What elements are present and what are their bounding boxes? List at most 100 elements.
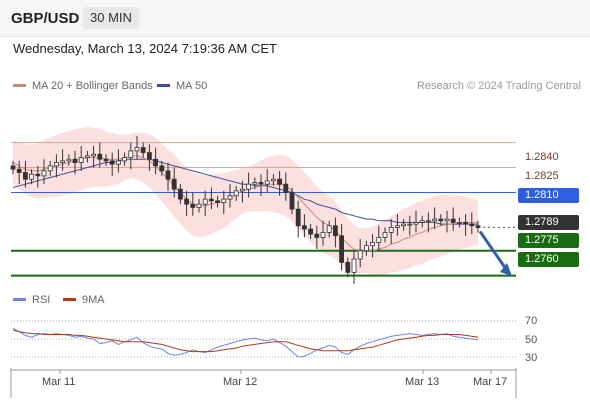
candle-body — [91, 153, 96, 157]
candle-body — [122, 157, 127, 162]
candle-body — [208, 198, 214, 202]
rsi-line — [12, 327, 479, 358]
candle-body — [153, 158, 159, 167]
candle-body — [320, 232, 326, 238]
ma9-swatch — [63, 297, 76, 301]
candle-body — [109, 160, 115, 165]
candle-body — [270, 178, 276, 182]
candle-body — [116, 160, 121, 165]
candle-body — [469, 223, 475, 227]
candle-body — [60, 160, 65, 163]
candle-body — [97, 153, 103, 160]
ma20-label: MA 20 + Bollinger Bands — [32, 80, 153, 92]
candle-body — [35, 173, 41, 177]
x-label-mar11: Mar 11 — [42, 376, 76, 388]
candle-body — [221, 198, 227, 203]
candle-body — [66, 158, 72, 162]
candle-body — [438, 218, 444, 222]
candle-body — [227, 195, 233, 200]
candle-body — [165, 170, 171, 180]
candle-body — [363, 245, 369, 252]
candle-body — [370, 242, 376, 247]
candle-body — [332, 225, 338, 237]
candle-body — [233, 190, 239, 197]
candle-body — [258, 182, 264, 185]
legend-ma20: MA 20 + Bollinger Bands — [13, 80, 153, 92]
candle-body — [171, 178, 177, 190]
level-label-1-2840: 1.2840 — [525, 151, 559, 163]
candle-body — [140, 147, 146, 153]
candle-body — [339, 235, 345, 263]
ma50-label: MA 50 — [176, 80, 208, 92]
candle-body — [134, 147, 140, 152]
symbol-label: GBP/USD — [11, 10, 80, 27]
candle-body — [401, 223, 407, 227]
candle-body — [450, 218, 456, 223]
level-label-1-2789: 1.2789 — [518, 215, 579, 230]
candle-body — [215, 200, 221, 203]
ma50-swatch — [157, 83, 170, 87]
candle-body — [308, 228, 314, 235]
x-label-mar12: Mar 12 — [223, 376, 258, 388]
candle-body — [301, 225, 307, 230]
candle-body — [432, 218, 438, 222]
candle-body — [85, 155, 90, 158]
candle-body — [54, 162, 59, 167]
candle-body — [184, 198, 190, 205]
ma50-line — [12, 158, 478, 225]
candle-body — [314, 233, 320, 238]
candle-body — [41, 170, 47, 177]
timeframe-button[interactable]: 30 MIN — [83, 7, 139, 29]
candle-body — [159, 165, 165, 172]
research-credit: Research © 2024 Trading Central — [416, 80, 581, 92]
candle-body — [444, 218, 450, 222]
candle-body — [382, 232, 388, 238]
candle-body — [16, 168, 22, 173]
candle-body — [264, 180, 270, 185]
level-label-1-2760: 1.2760 — [518, 252, 579, 267]
candle-body — [425, 220, 431, 223]
header-bar: GBP/USD 30 MIN — [0, 0, 590, 37]
candle-body — [47, 165, 53, 172]
legend-9ma: 9MA — [63, 294, 105, 306]
candle-body — [78, 157, 84, 163]
rsi-tick-50: 50 — [525, 334, 538, 346]
candle-body — [326, 225, 332, 233]
candle-body — [103, 158, 109, 162]
candle-body — [419, 220, 425, 223]
candle-body — [456, 222, 462, 224]
candle-body — [246, 183, 252, 190]
candle-body — [190, 203, 196, 208]
candle-body — [22, 172, 28, 180]
x-label-mar17: Mar 17 — [473, 376, 508, 388]
candle-body — [376, 237, 382, 243]
ma20-line — [12, 155, 478, 252]
candle-body — [351, 258, 357, 273]
forecast-arrow-head — [500, 263, 512, 277]
candle-body — [475, 225, 481, 228]
candle-body — [29, 173, 35, 180]
candle-body — [10, 165, 16, 170]
candle-body — [413, 222, 419, 225]
candle-body — [277, 178, 283, 185]
ma20-swatch — [13, 83, 26, 87]
candle-body — [357, 250, 363, 260]
rsi-label: RSI — [32, 294, 51, 306]
candle-body — [177, 188, 183, 200]
forecast-arrow-shaft — [478, 230, 508, 270]
rsi-ma9-line — [12, 329, 479, 353]
candle-body — [72, 158, 78, 163]
candle-body — [146, 152, 152, 160]
legend-rsi: RSI — [13, 294, 50, 306]
candle-body — [463, 222, 469, 225]
legend-ma50: MA 50 — [157, 80, 207, 92]
candle-body — [388, 227, 394, 233]
chart-datetime: Wednesday, March 13, 2024 7:19:36 AM CET — [13, 41, 277, 56]
rsi-tick-70: 70 — [525, 315, 538, 327]
candle-body — [128, 150, 134, 158]
candle-body — [394, 225, 400, 228]
candle-body — [345, 261, 351, 273]
candle-body — [252, 182, 258, 185]
candle-body — [295, 208, 301, 227]
